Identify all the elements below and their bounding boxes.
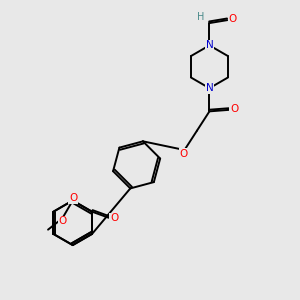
Text: O: O — [180, 148, 188, 159]
Text: O: O — [110, 213, 118, 224]
Text: O: O — [229, 14, 237, 24]
Text: N: N — [206, 83, 213, 93]
Text: O: O — [69, 193, 77, 203]
Text: O: O — [59, 216, 67, 226]
Text: H: H — [197, 11, 205, 22]
Text: N: N — [206, 40, 213, 50]
Text: O: O — [230, 104, 238, 114]
